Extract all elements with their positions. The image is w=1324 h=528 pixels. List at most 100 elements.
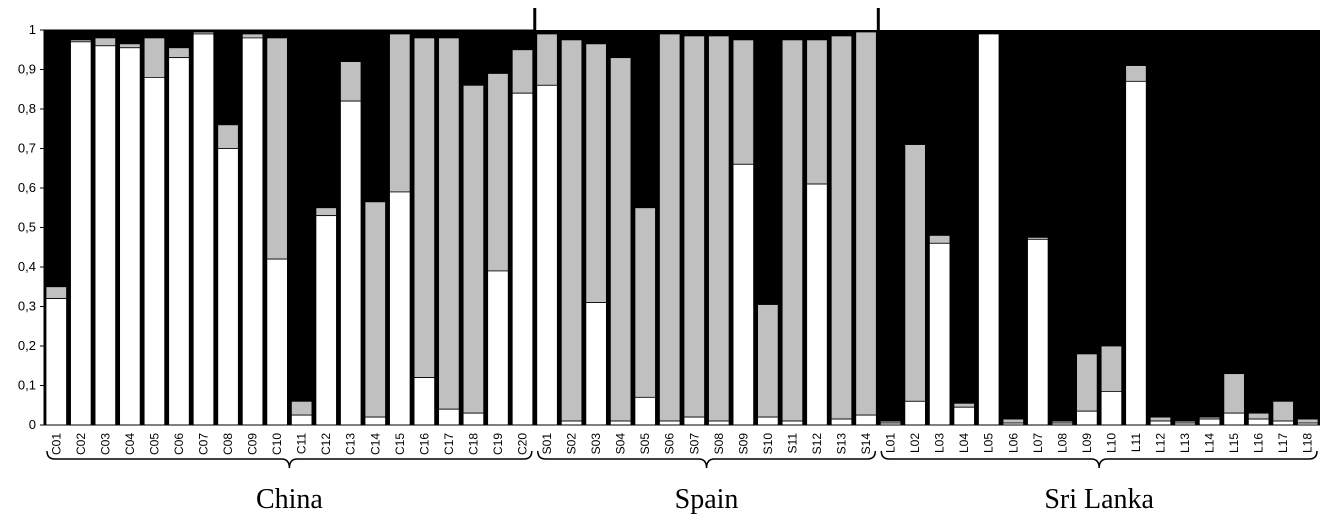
- bar-segment-gray-S04: [609, 57, 632, 422]
- bar-segment-gray-C10: [266, 37, 288, 260]
- bar-segment-gray-L04: [953, 402, 975, 408]
- bar-segment-gray-C04: [119, 43, 141, 49]
- x-tick-label-S11: S11: [785, 433, 799, 454]
- bar-segment-white-S14: [855, 414, 877, 426]
- x-tick-label-S06: S06: [663, 433, 677, 455]
- y-tick-label: 0,7: [18, 141, 36, 156]
- y-tick-label: 0,1: [18, 378, 36, 393]
- bar-segment-white-L12: [1149, 420, 1172, 426]
- bar-segment-gray-L09: [1076, 353, 1098, 412]
- y-tick-label: 0,2: [18, 338, 36, 353]
- x-tick-label-S02: S02: [565, 433, 579, 455]
- bar-segment-gray-C12: [315, 207, 337, 217]
- bar-segment-white-L09: [1076, 410, 1098, 426]
- bar-segment-gray-C08: [217, 124, 239, 149]
- y-tick-label: 0,4: [18, 259, 36, 274]
- bar-segment-gray-C01: [45, 286, 67, 300]
- x-tick-label-S01: S01: [540, 433, 554, 455]
- x-axis: C01 C02 C03 C04 C05 C06 C07 C08 C09 C10 C11 C12 C13 C…: [49, 433, 1314, 455]
- bar-segment-white-S09: [732, 163, 755, 426]
- x-tick-label-L13: L13: [1178, 433, 1192, 453]
- x-tick-label-S10: S10: [761, 433, 775, 455]
- x-tick-label-L12: L12: [1154, 433, 1168, 453]
- bar-segment-white-S13: [830, 418, 853, 426]
- bar-segment-white-C02: [70, 41, 92, 426]
- bar-segment-gray-C06: [168, 47, 190, 59]
- x-tick-label-C10: C10: [270, 433, 284, 455]
- x-tick-label-C19: C19: [491, 433, 505, 455]
- x-tick-label-S12: S12: [810, 433, 824, 455]
- bar-segment-white-C07: [192, 33, 215, 426]
- bar-segment-white-C09: [241, 37, 264, 426]
- x-tick-label-L02: L02: [908, 433, 922, 453]
- bar-segment-gray-C13: [340, 61, 362, 102]
- bar-segment-white-L02: [904, 400, 926, 426]
- x-tick-label-C01: C01: [49, 433, 63, 455]
- bar-segment-white-C16: [413, 377, 436, 426]
- bar-segment-white-C17: [438, 408, 460, 426]
- x-tick-label-L11: L11: [1129, 433, 1143, 452]
- bar-segment-white-C03: [94, 45, 117, 426]
- bar-segment-gray-S07: [683, 35, 705, 418]
- bar-segment-gray-L11: [1125, 65, 1147, 82]
- y-tick-label: 0,9: [18, 62, 36, 77]
- x-tick-label-C07: C07: [197, 433, 211, 455]
- bar-segment-white-C01: [45, 298, 67, 426]
- bar-segment-gray-L06: [1002, 418, 1024, 424]
- bar-segment-gray-C14: [364, 201, 386, 418]
- bar-segment-white-C08: [217, 148, 239, 426]
- bar-segment-white-L05: [978, 33, 1000, 426]
- bar-segment-white-C13: [340, 100, 362, 426]
- bar-segment-gray-L18: [1297, 418, 1319, 424]
- bar-segment-white-C04: [119, 47, 141, 426]
- y-tick-label: 0,6: [18, 180, 36, 195]
- x-tick-label-C18: C18: [466, 433, 480, 455]
- bar-segment-white-C10: [266, 258, 288, 426]
- x-tick-label-C11: C11: [295, 433, 309, 454]
- bar-segment-white-S07: [683, 416, 705, 426]
- group-bracket: [46, 450, 533, 469]
- group-label-2: Sri Lanka: [1044, 484, 1154, 515]
- bar-segment-white-C14: [364, 416, 386, 426]
- x-tick-label-C02: C02: [74, 433, 88, 455]
- x-tick-label-L08: L08: [1055, 433, 1069, 453]
- x-tick-label-C17: C17: [442, 433, 456, 455]
- bar-segment-white-L15: [1223, 412, 1245, 426]
- bar-segment-gray-S06: [659, 33, 681, 422]
- x-tick-label-S03: S03: [589, 433, 603, 455]
- bar-segment-gray-S01: [536, 33, 558, 86]
- bar-segment-white-S02: [560, 420, 583, 426]
- y-tick-label: 0,5: [18, 220, 36, 235]
- bar-segment-gray-L02: [904, 144, 926, 402]
- group-bracket: [880, 450, 1318, 469]
- bar-segment-white-S05: [634, 396, 656, 426]
- bar-segment-white-S12: [806, 183, 828, 426]
- x-tick-label-C14: C14: [368, 433, 382, 455]
- bar-segment-white-C18: [462, 412, 485, 426]
- bar-segment-gray-S12: [806, 39, 828, 185]
- x-tick-label-S04: S04: [614, 433, 628, 455]
- y-tick-label: 0: [29, 417, 36, 432]
- bar-segment-white-L04: [953, 406, 975, 426]
- bar-segment-gray-S09: [732, 39, 755, 165]
- bar-segment-gray-S14: [855, 31, 877, 416]
- group-label-1: Spain: [675, 484, 739, 515]
- bar-segment-white-S11: [781, 420, 804, 426]
- x-tick-label-C13: C13: [344, 433, 358, 455]
- x-tick-label-L07: L07: [1031, 433, 1045, 453]
- bar-segment-gray-S13: [830, 35, 853, 420]
- bar-segment-white-S08: [708, 420, 730, 426]
- bar-segment-gray-C16: [413, 37, 436, 379]
- x-tick-label-C05: C05: [147, 433, 161, 455]
- x-tick-label-L04: L04: [957, 433, 971, 453]
- bar-segment-white-S03: [585, 302, 607, 426]
- x-tick-label-L18: L18: [1301, 433, 1315, 453]
- bar-segment-gray-L17: [1272, 400, 1294, 422]
- x-tick-label-S07: S07: [687, 433, 701, 455]
- bar-segment-gray-L10: [1100, 345, 1123, 392]
- bar-segment-white-C11: [290, 414, 313, 426]
- y-tick-label: 1: [29, 22, 36, 37]
- x-tick-label-S13: S13: [835, 433, 849, 455]
- x-tick-label-C06: C06: [172, 433, 186, 455]
